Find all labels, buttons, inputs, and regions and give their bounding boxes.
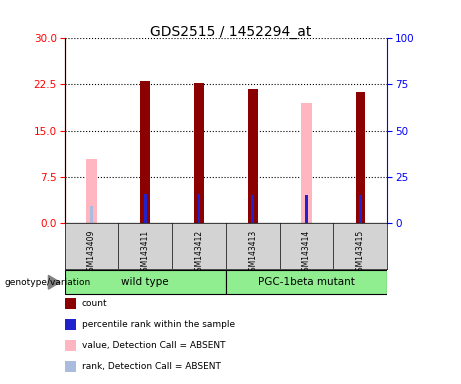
Bar <box>86 159 97 223</box>
Bar <box>359 195 362 223</box>
Bar <box>251 195 254 223</box>
Text: GDS2515 / 1452294_at: GDS2515 / 1452294_at <box>150 25 311 39</box>
Text: count: count <box>82 299 107 308</box>
Bar <box>305 195 308 223</box>
FancyBboxPatch shape <box>65 270 226 295</box>
Text: GSM143414: GSM143414 <box>302 230 311 276</box>
Text: PGC-1beta mutant: PGC-1beta mutant <box>258 277 355 287</box>
Bar <box>248 89 258 223</box>
Bar <box>355 92 365 223</box>
Text: GSM143413: GSM143413 <box>248 230 257 276</box>
Polygon shape <box>48 275 60 289</box>
Text: percentile rank within the sample: percentile rank within the sample <box>82 320 235 329</box>
FancyBboxPatch shape <box>226 270 387 295</box>
Bar <box>89 206 93 223</box>
Bar <box>140 81 150 223</box>
Bar <box>301 103 313 223</box>
Text: GSM143415: GSM143415 <box>356 230 365 276</box>
Text: GSM143412: GSM143412 <box>195 230 203 276</box>
Bar <box>144 194 147 223</box>
Bar <box>198 194 201 223</box>
Text: wild type: wild type <box>121 277 169 287</box>
Text: GSM143411: GSM143411 <box>141 230 150 276</box>
Bar <box>305 195 308 223</box>
Text: GSM143409: GSM143409 <box>87 230 96 276</box>
Text: genotype/variation: genotype/variation <box>5 278 91 287</box>
Bar <box>194 83 204 223</box>
Text: rank, Detection Call = ABSENT: rank, Detection Call = ABSENT <box>82 362 220 371</box>
Text: value, Detection Call = ABSENT: value, Detection Call = ABSENT <box>82 341 225 350</box>
